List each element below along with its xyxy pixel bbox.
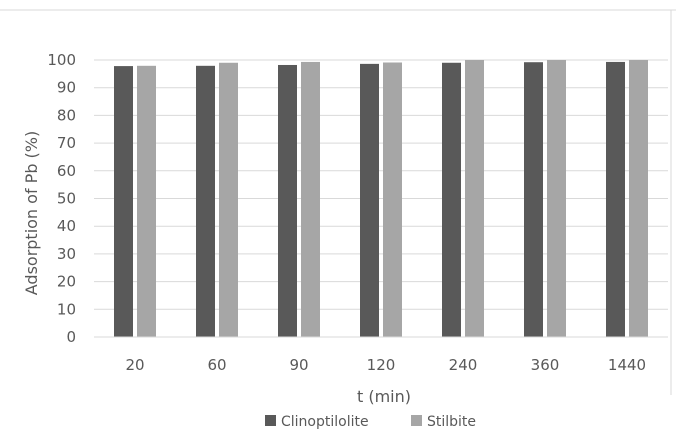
bar-stilbite-360	[547, 60, 566, 337]
x-tick-label: 60	[207, 356, 226, 374]
x-tick-label: 90	[289, 356, 308, 374]
y-tick-label: 20	[57, 273, 76, 291]
y-tick-label: 30	[57, 245, 76, 263]
y-tick-label: 70	[57, 134, 76, 152]
bar-stilbite-120	[383, 62, 402, 337]
x-axis-title: t (min)	[357, 387, 411, 406]
bar-stilbite-90	[301, 61, 320, 338]
y-tick-label: 100	[47, 51, 76, 69]
bar-clinoptilolite-1440	[606, 61, 625, 338]
bar-clinoptilolite-120	[360, 63, 379, 338]
bar-clinoptilolite-360	[524, 62, 543, 337]
y-tick-label: 90	[57, 79, 76, 97]
bar-stilbite-60	[219, 62, 238, 338]
legend-swatch-stilbite	[411, 415, 422, 426]
bar-clinoptilolite-60	[196, 65, 215, 337]
y-tick-label: 10	[57, 300, 76, 318]
x-tick-label: 240	[449, 356, 478, 374]
bar-clinoptilolite-20	[114, 66, 133, 338]
x-tick-label: 20	[125, 356, 144, 374]
legend-label-stilbite: Stilbite	[427, 414, 476, 430]
y-axis-title: Adsorption of Pb (%)	[22, 131, 41, 296]
y-tick-label: 80	[57, 106, 76, 124]
x-tick-label: 120	[367, 356, 396, 374]
legend: Clinoptilolite Stilbite	[265, 414, 476, 430]
x-axis-ticks: 20 60 90 120 240 360 1440	[125, 356, 646, 374]
x-tick-label: 360	[531, 356, 560, 374]
bar-stilbite-240	[465, 60, 484, 337]
y-tick-label: 50	[57, 190, 76, 208]
legend-label-clinoptilolite: Clinoptilolite	[281, 414, 369, 430]
y-tick-label: 0	[66, 328, 76, 346]
bar-stilbite-20	[137, 65, 156, 337]
bar-clinoptilolite-90	[278, 64, 297, 338]
gridlines	[94, 59, 668, 310]
bar-clinoptilolite-240	[442, 62, 461, 338]
x-tick-label: 1440	[608, 356, 646, 374]
y-tick-label: 60	[57, 162, 76, 180]
bar-stilbite-1440	[629, 60, 648, 337]
y-tick-label: 40	[57, 217, 76, 235]
y-axis-ticks: 0 10 20 30 40 50 60 70 80 90 100	[47, 51, 76, 346]
bars	[114, 60, 648, 338]
legend-swatch-clinoptilolite	[265, 415, 276, 426]
